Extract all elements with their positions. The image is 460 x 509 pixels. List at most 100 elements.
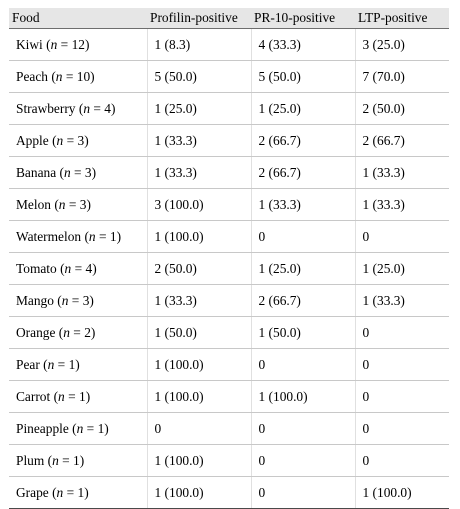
table-row: Tomato (n = 4) 2 (50.0) 1 (25.0) 1 (25.0) bbox=[9, 252, 449, 285]
cell-profilin-positive: 1 (33.3) bbox=[147, 284, 252, 317]
cell-food: Plum (n = 1) bbox=[9, 444, 148, 477]
cell-pr10-positive: 0 bbox=[251, 412, 356, 445]
sample-size-value: 1 bbox=[97, 420, 105, 436]
sample-size-value: 1 bbox=[73, 452, 80, 468]
header-row: Food Profilin-positive PR-10-positive LT… bbox=[9, 8, 449, 29]
sample-size-value: 3 bbox=[77, 132, 85, 148]
cell-food: Mango (n = 3) bbox=[9, 284, 148, 317]
sample-size-value: 1 bbox=[77, 484, 85, 500]
cell-pr10-positive: 0 bbox=[251, 348, 356, 381]
table-row: Peach (n = 10) 5 (50.0) 5 (50.0) 7 (70.0) bbox=[9, 60, 449, 93]
cell-ltp-positive: 0 bbox=[355, 412, 449, 445]
table-row: Melon (n = 3) 3 (100.0) 1 (33.3) 1 (33.3) bbox=[9, 188, 449, 221]
sample-size-value: 4 bbox=[104, 100, 111, 116]
cell-ltp-positive: 0 bbox=[355, 380, 449, 413]
cell-ltp-positive: 3 (25.0) bbox=[355, 28, 449, 61]
sample-size-symbol: n bbox=[83, 100, 91, 116]
header-pr10-positive: PR-10-positive bbox=[251, 8, 355, 29]
cell-ltp-positive: 0 bbox=[355, 316, 449, 349]
header-profilin-positive: Profilin-positive bbox=[147, 8, 251, 29]
cell-pr10-positive: 5 (50.0) bbox=[251, 60, 356, 93]
sample-size-value: 1 bbox=[68, 356, 76, 372]
cell-food: Grape (n = 1) bbox=[9, 476, 148, 509]
cell-profilin-positive: 1 (33.3) bbox=[147, 124, 252, 157]
cell-pr10-positive: 1 (33.3) bbox=[251, 188, 356, 221]
cell-profilin-positive: 0 bbox=[147, 412, 252, 445]
cell-food: Pear (n = 1) bbox=[9, 348, 148, 381]
cell-ltp-positive: 1 (100.0) bbox=[355, 476, 449, 509]
food-name: Watermelon bbox=[16, 228, 82, 244]
sample-size-value: 4 bbox=[85, 260, 93, 276]
sample-size-symbol: n bbox=[64, 260, 72, 276]
sample-size-symbol: n bbox=[58, 388, 65, 404]
cell-pr10-positive: 2 (66.7) bbox=[251, 284, 356, 317]
sample-size-symbol: n bbox=[58, 196, 66, 212]
food-name: Tomato bbox=[16, 260, 57, 276]
table-row: Pear (n = 1) 1 (100.0) 0 0 bbox=[9, 348, 449, 381]
cell-pr10-positive: 0 bbox=[251, 220, 356, 253]
cell-food: Tomato (n = 4) bbox=[9, 252, 148, 285]
header-ltp-positive: LTP-positive bbox=[355, 8, 449, 29]
food-name: Carrot bbox=[16, 388, 51, 404]
cell-pr10-positive: 1 (25.0) bbox=[251, 92, 356, 125]
cell-profilin-positive: 1 (100.0) bbox=[147, 220, 252, 253]
cell-pr10-positive: 1 (25.0) bbox=[251, 252, 356, 285]
table-body: Kiwi (n = 12) 1 (8.3) 4 (33.3) 3 (25.0) Peac… bbox=[9, 28, 449, 509]
food-name: Mango bbox=[16, 292, 54, 308]
cell-food: Watermelon (n = 1) bbox=[9, 220, 148, 253]
sample-size-symbol: n bbox=[88, 228, 96, 244]
sample-size-value: 10 bbox=[76, 68, 91, 84]
cell-food: Carrot (n = 1) bbox=[9, 380, 148, 413]
cell-profilin-positive: 3 (100.0) bbox=[147, 188, 252, 221]
cell-ltp-positive: 2 (50.0) bbox=[355, 92, 449, 125]
cell-pr10-positive: 2 (66.7) bbox=[251, 124, 356, 157]
table-row: Carrot (n = 1) 1 (100.0) 1 (100.0) 0 bbox=[9, 380, 449, 413]
food-name: Pineapple bbox=[16, 420, 69, 436]
sample-size-symbol: n bbox=[50, 36, 58, 52]
table-row: Orange (n = 2) 1 (50.0) 1 (50.0) 0 bbox=[9, 316, 449, 349]
cell-food: Kiwi (n = 12) bbox=[9, 28, 148, 61]
cell-profilin-positive: 1 (100.0) bbox=[147, 476, 252, 509]
sample-size-symbol: n bbox=[56, 132, 64, 148]
sample-size-symbol: n bbox=[63, 324, 70, 340]
sample-size-symbol: n bbox=[55, 68, 63, 84]
sample-size-value: 2 bbox=[84, 324, 91, 340]
cell-profilin-positive: 1 (100.0) bbox=[147, 444, 252, 477]
sample-size-value: 1 bbox=[78, 388, 86, 404]
cell-pr10-positive: 0 bbox=[251, 476, 356, 509]
cell-ltp-positive: 0 bbox=[355, 348, 449, 381]
sample-size-symbol: n bbox=[56, 484, 64, 500]
sample-size-symbol: n bbox=[47, 356, 55, 372]
cell-ltp-positive: 1 (25.0) bbox=[355, 252, 449, 285]
cell-profilin-positive: 1 (100.0) bbox=[147, 380, 252, 413]
cell-ltp-positive: 0 bbox=[355, 444, 449, 477]
cell-pr10-positive: 1 (50.0) bbox=[251, 316, 356, 349]
sample-size-symbol: n bbox=[76, 420, 84, 436]
cell-food: Orange (n = 2) bbox=[9, 316, 148, 349]
cell-pr10-positive: 2 (66.7) bbox=[251, 156, 356, 189]
food-name: Apple bbox=[16, 132, 49, 148]
cell-profilin-positive: 1 (50.0) bbox=[147, 316, 252, 349]
food-name: Grape bbox=[16, 484, 49, 500]
cell-food: Banana (n = 3) bbox=[9, 156, 148, 189]
sample-size-value: 1 bbox=[109, 228, 117, 244]
food-name: Melon bbox=[16, 196, 51, 212]
cell-ltp-positive: 7 (70.0) bbox=[355, 60, 449, 93]
food-name: Strawberry bbox=[16, 100, 76, 116]
cell-ltp-positive: 2 (66.7) bbox=[355, 124, 449, 157]
cell-ltp-positive: 1 (33.3) bbox=[355, 284, 449, 317]
table-row: Watermelon (n = 1) 1 (100.0) 0 0 bbox=[9, 220, 449, 253]
table-row: Apple (n = 3) 1 (33.3) 2 (66.7) 2 (66.7) bbox=[9, 124, 449, 157]
cell-pr10-positive: 4 (33.3) bbox=[251, 28, 356, 61]
header-food: Food bbox=[9, 8, 147, 29]
table-row: Kiwi (n = 12) 1 (8.3) 4 (33.3) 3 (25.0) bbox=[9, 28, 449, 61]
sample-size-symbol: n bbox=[61, 292, 69, 308]
cell-food: Melon (n = 3) bbox=[9, 188, 148, 221]
cell-food: Strawberry (n = 4) bbox=[9, 92, 148, 125]
cell-profilin-positive: 1 (100.0) bbox=[147, 348, 252, 381]
food-name: Orange bbox=[16, 324, 56, 340]
sample-size-value: 3 bbox=[79, 196, 87, 212]
cell-food: Pineapple (n = 1) bbox=[9, 412, 148, 445]
sample-size-symbol: n bbox=[63, 164, 71, 180]
